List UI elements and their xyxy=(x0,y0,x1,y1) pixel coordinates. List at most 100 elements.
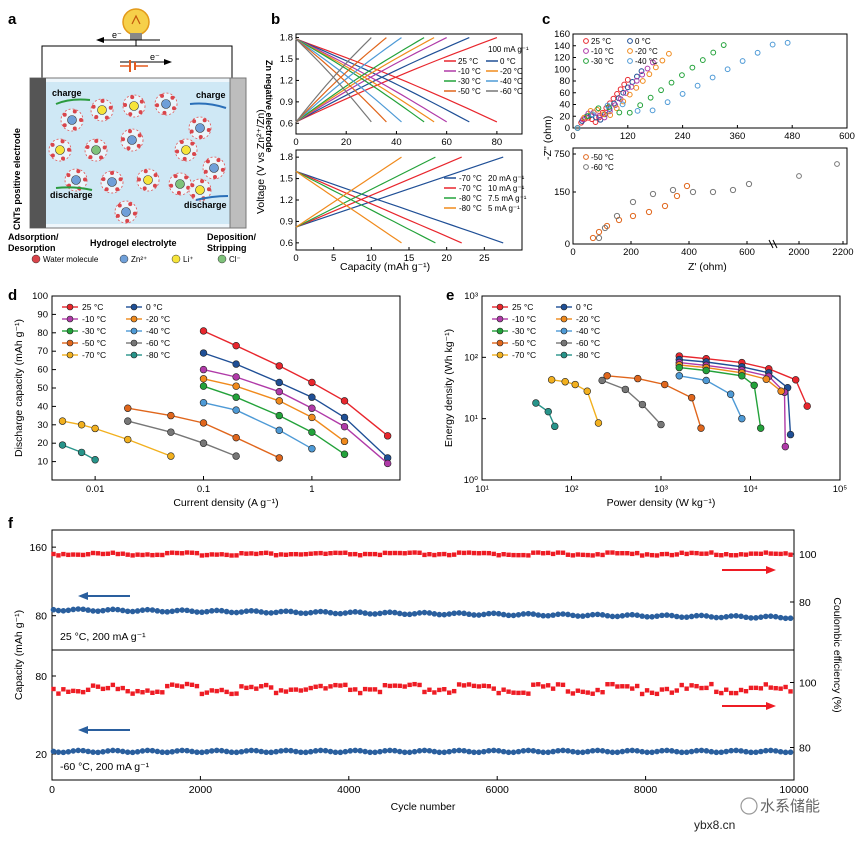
watermark-text: 水系储能 xyxy=(760,798,820,815)
ce-point xyxy=(461,683,467,688)
capacity-point xyxy=(377,610,383,617)
ce-point xyxy=(313,684,318,689)
capacity-point xyxy=(95,749,101,756)
ce-point xyxy=(491,686,496,691)
capacity-point xyxy=(688,613,695,620)
ce-point xyxy=(541,551,546,556)
capacity-point xyxy=(367,611,373,617)
water-molecule-icon xyxy=(191,193,196,198)
ce-point xyxy=(239,684,244,689)
capacity-point xyxy=(525,610,532,617)
eis-point xyxy=(652,64,659,71)
capacity-point xyxy=(342,610,349,616)
capacity-point xyxy=(515,748,522,755)
ce-point xyxy=(719,553,724,558)
ce-point xyxy=(585,690,590,695)
discharge-curve xyxy=(295,170,436,244)
ce-point xyxy=(451,688,457,694)
ce-point xyxy=(219,552,224,557)
capacity-point xyxy=(743,748,749,755)
ce-point xyxy=(684,686,689,691)
zinc-ion-cluster xyxy=(188,116,212,140)
ce-point xyxy=(110,550,116,555)
capacity-point xyxy=(421,747,428,754)
ce-point xyxy=(293,687,299,692)
eis-point xyxy=(679,72,685,79)
ce-point xyxy=(427,687,432,692)
capacity-point xyxy=(243,608,250,615)
hydrogel-electrolyte-label: Hydrogel electrolyte xyxy=(90,238,177,248)
ce-point xyxy=(560,550,566,555)
capacity-point xyxy=(70,748,77,754)
zinc-ion-cluster xyxy=(202,156,226,180)
eis-point xyxy=(649,107,656,114)
ion-core xyxy=(55,145,65,155)
ce-point xyxy=(338,683,343,688)
ce-point xyxy=(620,550,625,556)
ce-point xyxy=(748,551,754,556)
capacity-point xyxy=(594,611,601,618)
ce-point xyxy=(590,691,595,696)
capacity-point xyxy=(540,749,547,756)
y-tick-label: 140 xyxy=(554,41,570,52)
data-point xyxy=(58,417,67,425)
legend-marker xyxy=(560,315,568,323)
ce-point xyxy=(100,551,106,557)
ce-point xyxy=(353,551,358,557)
ce-point xyxy=(694,550,699,556)
capacity-point xyxy=(288,608,294,615)
eis-point xyxy=(619,101,626,108)
ce-point xyxy=(343,682,348,688)
capacity-point xyxy=(85,607,91,613)
capacity-point xyxy=(629,611,636,618)
ce-point xyxy=(664,551,670,557)
water-molecule-icon xyxy=(125,218,130,223)
ce-point xyxy=(51,551,56,557)
eis-point xyxy=(613,105,620,112)
data-point xyxy=(340,437,349,446)
capacity-point xyxy=(337,749,344,756)
water-molecule-icon xyxy=(220,167,225,172)
capacity-point xyxy=(179,747,185,754)
condition-annotation: -60 °C, 200 mA g⁻¹ xyxy=(60,761,150,773)
ce-point xyxy=(357,553,363,558)
water-molecule-icon xyxy=(76,169,81,174)
data-point xyxy=(232,341,240,350)
capacity-point xyxy=(520,611,527,617)
water-molecule-icon xyxy=(137,133,142,138)
lithium-ion-cluster xyxy=(174,138,198,162)
eis-point xyxy=(637,102,644,109)
data-point xyxy=(199,375,208,383)
capacity-point xyxy=(248,607,255,614)
data-series xyxy=(547,376,603,427)
capacity-point xyxy=(174,607,180,614)
ion-core xyxy=(161,99,171,109)
capacity-point xyxy=(604,748,611,755)
legend-marker xyxy=(66,315,74,323)
panel-label-a: a xyxy=(8,11,17,28)
capacity-point xyxy=(555,611,561,618)
capacity-point xyxy=(683,614,690,620)
water-molecule-icon xyxy=(82,177,87,182)
y-tick-label: 0.9 xyxy=(280,216,293,227)
capacity-point xyxy=(218,607,225,614)
data-point xyxy=(675,372,683,380)
eis-point xyxy=(739,58,746,64)
ce-point xyxy=(605,550,610,555)
eis-point xyxy=(683,182,691,190)
capacity-point xyxy=(471,612,477,618)
legend-label: -60 °C xyxy=(591,163,614,172)
capacity-point xyxy=(337,610,344,617)
y-tick-label: 100 xyxy=(554,64,570,75)
capacity-point xyxy=(307,748,314,755)
water-molecule-icon xyxy=(142,186,147,191)
capacity-point xyxy=(184,747,190,754)
legend-marker xyxy=(496,327,504,335)
capacity-point xyxy=(673,613,680,620)
capacity-point xyxy=(208,608,215,614)
legend-label: -70 °C xyxy=(82,350,106,360)
plot-frame xyxy=(295,33,523,135)
lithium-ion-cluster xyxy=(122,94,146,118)
ce-point xyxy=(184,550,190,555)
ce-point xyxy=(298,552,304,557)
